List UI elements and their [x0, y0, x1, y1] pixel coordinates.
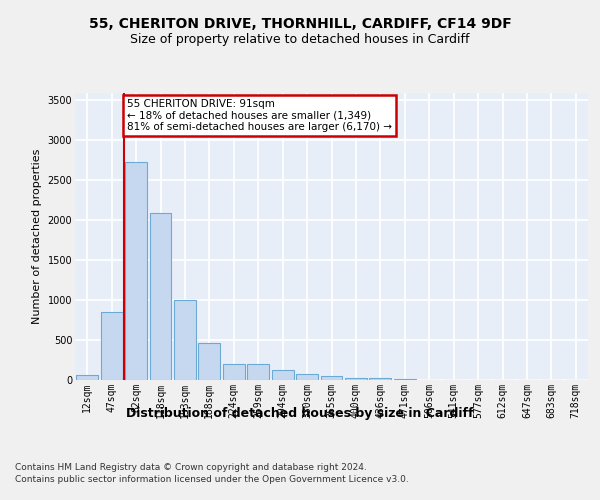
Bar [247, 364, 269, 380]
Text: 55, CHERITON DRIVE, THORNHILL, CARDIFF, CF14 9DF: 55, CHERITON DRIVE, THORNHILL, CARDIFF, … [89, 18, 511, 32]
Text: 55 CHERITON DRIVE: 91sqm
← 18% of detached houses are smaller (1,349)
81% of sem: 55 CHERITON DRIVE: 91sqm ← 18% of detach… [127, 99, 392, 132]
Bar [149, 213, 172, 380]
Text: Contains HM Land Registry data © Crown copyright and database right 2024.: Contains HM Land Registry data © Crown c… [15, 462, 367, 471]
Bar [370, 378, 391, 380]
Y-axis label: Number of detached properties: Number of detached properties [32, 148, 42, 324]
Bar [76, 375, 98, 380]
Bar [394, 379, 416, 380]
Bar [345, 378, 367, 380]
Bar [174, 300, 196, 380]
Text: Size of property relative to detached houses in Cardiff: Size of property relative to detached ho… [130, 32, 470, 46]
Bar [223, 364, 245, 380]
Text: Distribution of detached houses by size in Cardiff: Distribution of detached houses by size … [126, 408, 474, 420]
Bar [272, 370, 293, 380]
Bar [320, 376, 343, 380]
Bar [296, 374, 318, 380]
Bar [125, 162, 147, 380]
Bar [101, 312, 122, 380]
Text: Contains public sector information licensed under the Open Government Licence v3: Contains public sector information licen… [15, 475, 409, 484]
Bar [199, 344, 220, 380]
